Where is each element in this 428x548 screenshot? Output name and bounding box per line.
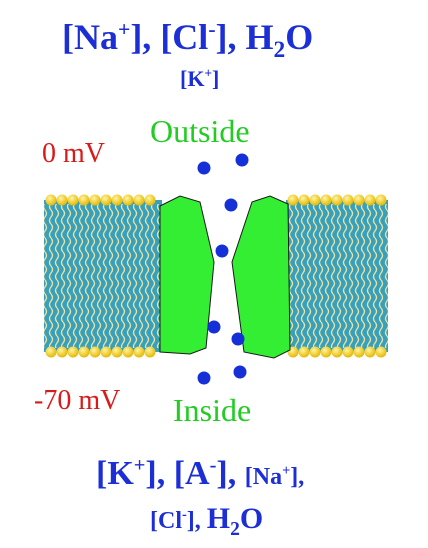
- lipid-head: [89, 194, 101, 206]
- lipid-head: [78, 346, 90, 358]
- channel-protein-right: [231, 195, 291, 359]
- lipid-head: [78, 194, 90, 206]
- inside-potential-label: -70 mV: [34, 385, 121, 416]
- lipid-head: [144, 194, 156, 206]
- lipid-head: [298, 194, 310, 206]
- lipid-head: [67, 194, 79, 206]
- lipid-head: [375, 194, 387, 206]
- lipid-head: [331, 346, 343, 358]
- lipid-head: [342, 346, 354, 358]
- outside-potential-label: 0 mV: [42, 138, 105, 169]
- ion-dot: [224, 198, 238, 212]
- membrane-right: [286, 200, 388, 352]
- lipid-head: [100, 346, 112, 358]
- lipid-head: [375, 346, 387, 358]
- ion-dot: [207, 320, 221, 334]
- ion-dot: [197, 371, 211, 385]
- lipid-head: [309, 346, 321, 358]
- lipid-head: [353, 194, 365, 206]
- lipid-heads: [45, 194, 387, 358]
- lipid-head: [364, 194, 376, 206]
- ion-dot: [233, 365, 247, 379]
- lipid-head: [320, 346, 332, 358]
- lipid-head: [133, 194, 145, 206]
- lipid-head: [342, 194, 354, 206]
- inside-ions-line-1: [K+], [A-], [Na+],: [96, 454, 305, 492]
- lipid-head: [331, 194, 343, 206]
- lipid-head: [122, 346, 134, 358]
- ion-dot: [197, 161, 211, 175]
- lipid-head: [353, 346, 365, 358]
- lipid-head: [100, 194, 112, 206]
- lipid-head: [144, 346, 156, 358]
- lipid-head: [56, 194, 68, 206]
- ions: [197, 153, 249, 385]
- inside-ions-line-2: [Cl-], H2O: [150, 502, 264, 540]
- lipid-head: [364, 346, 376, 358]
- lipid-head: [111, 346, 123, 358]
- ion-dot: [215, 244, 229, 258]
- outside-region-label: Outside: [150, 113, 250, 149]
- lipid-head: [122, 194, 134, 206]
- inside-region-label: Inside: [173, 392, 252, 428]
- lipid-head: [56, 346, 68, 358]
- membrane-left: [44, 200, 162, 352]
- lipid-head: [320, 194, 332, 206]
- outside-potassium-label: [K+]: [180, 65, 220, 91]
- lipid-head: [298, 346, 310, 358]
- lipid-head: [45, 194, 57, 206]
- lipid-head: [287, 194, 299, 206]
- lipid-head: [89, 346, 101, 358]
- lipid-head: [133, 346, 145, 358]
- channel-protein-left: [159, 195, 215, 355]
- lipid-head: [45, 346, 57, 358]
- lipid-head: [111, 194, 123, 206]
- ion-dot: [231, 332, 245, 346]
- lipid-head: [309, 194, 321, 206]
- lipid-head: [67, 346, 79, 358]
- ion-dot: [235, 153, 249, 167]
- outside-ions-line: [Na+], [Cl-], H2O: [62, 17, 314, 64]
